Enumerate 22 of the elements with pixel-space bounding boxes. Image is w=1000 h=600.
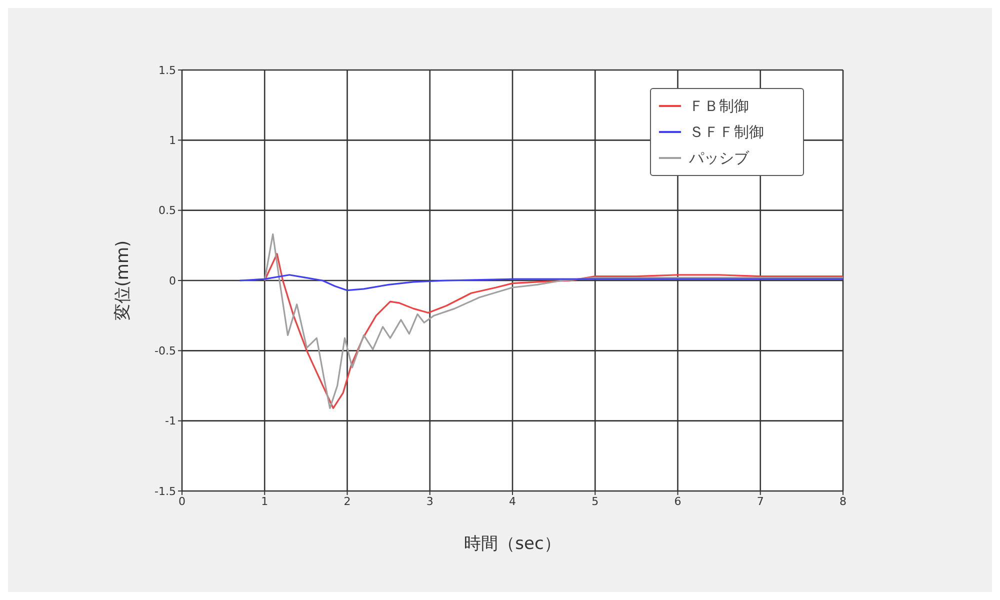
x-axis-title: 時間（sec） <box>464 534 561 554</box>
y-axis-title: 変位(mm) <box>113 240 134 321</box>
y-tick-label: -1 <box>165 414 176 428</box>
y-tick-label: 0.5 <box>158 204 176 218</box>
legend-label: ＦＢ制御 <box>689 96 749 117</box>
x-tick-label: 6 <box>674 494 682 508</box>
y-tick-label: -1.5 <box>154 484 176 498</box>
x-tick-label: 3 <box>426 494 434 508</box>
y-tick-label: -0.5 <box>154 344 176 358</box>
x-tick-label: 7 <box>756 494 764 508</box>
legend-label: ＳＦＦ制御 <box>689 122 764 143</box>
x-tick-label: 1 <box>261 494 268 508</box>
line-series <box>239 274 843 292</box>
y-tick-label: 0 <box>169 274 176 288</box>
x-tick-label: 8 <box>840 494 846 508</box>
legend-label: パッシブ <box>689 148 749 169</box>
y-tick-label: 1.5 <box>158 64 176 77</box>
x-tick-label: 2 <box>344 494 351 508</box>
x-tick-label: 4 <box>509 494 516 508</box>
y-tick-label: 1 <box>169 134 176 148</box>
x-tick-label: 5 <box>592 494 599 508</box>
x-tick-label: 0 <box>178 494 186 508</box>
